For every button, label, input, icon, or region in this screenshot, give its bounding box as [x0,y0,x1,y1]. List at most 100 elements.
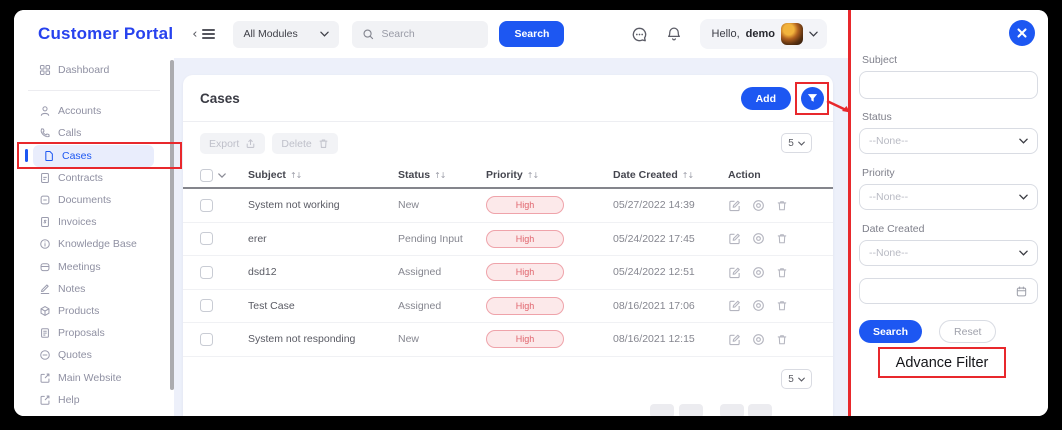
select-all-checkbox[interactable] [200,168,213,182]
filter-reset-button[interactable]: Reset [939,320,997,343]
edit-icon[interactable] [728,266,741,279]
delete-icon[interactable] [776,299,788,312]
delete-icon[interactable] [776,333,788,346]
app-logo[interactable]: Customer Portal [38,24,174,43]
table-row[interactable]: dsd12 Assigned High 05/24/2022 12:51 [183,256,833,290]
chevron-down-icon [797,377,805,382]
pagination-button[interactable] [748,404,772,416]
subject-label: Subject [862,54,898,66]
pagination-button[interactable] [650,404,674,416]
cell-subject: erer [248,232,267,245]
chevron-down-icon[interactable] [218,172,226,178]
sidebar-item-quotes[interactable]: Quotes [14,344,174,366]
table-row[interactable]: System not responding New High 08/16/202… [183,323,833,357]
close-button[interactable] [1009,20,1035,46]
minus-circle-icon [39,349,51,361]
sidebar-item-dashboard[interactable]: Dashboard [14,59,174,81]
row-checkbox[interactable] [200,232,213,246]
column-header-action: Action [728,169,761,181]
cell-subject: Test Case [248,299,295,312]
add-button[interactable]: Add [740,87,791,110]
date-created-select-value: --None-- [869,247,909,259]
sidebar-item-knowledge-base[interactable]: Knowledge Base [14,233,174,255]
sidebar-item-contracts[interactable]: Contracts [14,167,174,189]
sidebar-item-main-website[interactable]: Main Website [14,366,174,388]
table-row[interactable]: System not working New High 05/27/2022 1… [183,189,833,223]
accounts-icon [39,105,51,117]
export-button[interactable]: Export [200,133,266,154]
sidebar-item-products[interactable]: Products [14,300,174,322]
edit-icon[interactable] [728,299,741,312]
sidebar-collapse-button[interactable]: ‹ [192,28,216,41]
pagination-button[interactable] [720,404,744,416]
priority-badge: High [486,330,564,349]
row-checkbox[interactable] [200,198,213,212]
sidebar-item-meetings[interactable]: Meetings [14,256,174,278]
sidebar-item-cases[interactable]: Cases [17,142,182,170]
chevron-down-icon [320,31,330,37]
sidebar-item-documents[interactable]: Documents [14,189,174,211]
date-input[interactable] [859,278,1038,304]
cell-status: Assigned [398,266,442,279]
filter-button[interactable] [800,87,824,110]
filter-search-button[interactable]: Search [859,320,923,343]
messages-icon[interactable] [631,26,648,43]
pagination-button[interactable] [679,404,703,416]
delete-icon[interactable] [776,266,788,279]
trash-icon [319,139,328,148]
subject-input[interactable] [859,71,1038,99]
info-icon [39,238,51,250]
row-checkbox[interactable] [200,332,213,346]
edit-icon[interactable] [728,333,741,346]
view-icon[interactable] [752,266,765,279]
status-label: Status [862,111,892,123]
row-checkbox[interactable] [200,299,213,313]
sidebar-item-label: Contracts [58,171,103,184]
view-icon[interactable] [752,333,765,346]
sidebar-item-label: Help [58,393,80,406]
column-header-status[interactable]: Status ↑↓ [398,169,447,181]
export-button-label: Export [209,137,240,150]
status-select[interactable]: --None-- [859,128,1038,154]
sidebar-item-calls[interactable]: Calls [14,122,174,144]
sidebar-item-help[interactable]: Help [14,389,174,411]
edit-icon[interactable] [728,232,741,245]
module-select[interactable]: All Modules [233,20,340,48]
priority-badge: High [486,296,564,315]
sidebar-item-label: Proposals [58,327,105,340]
date-created-select[interactable]: --None-- [859,240,1038,266]
table-row[interactable]: Test Case Assigned High 08/16/2021 17:06 [183,290,833,323]
cell-subject: System not responding [248,333,356,346]
column-header-priority[interactable]: Priority ↑↓ [486,169,539,181]
view-icon[interactable] [752,199,765,212]
column-header-subject[interactable]: Subject ↑↓ [248,169,302,181]
page-size-select[interactable]: 5 [781,369,812,389]
sidebar-item-proposals[interactable]: Proposals [14,322,174,344]
sidebar-item-notes[interactable]: Notes [14,278,174,300]
user-menu[interactable]: Hello, demo [699,19,827,49]
view-icon[interactable] [752,232,765,245]
priority-select[interactable]: --None-- [859,184,1038,210]
view-icon[interactable] [752,299,765,312]
hamburger-icon [202,29,216,39]
chevron-down-icon [809,31,818,37]
phone-icon [39,127,51,139]
table-header-row: Subject ↑↓ Status ↑↓ Priority ↑↓ Date Creat… [183,163,833,189]
delete-icon[interactable] [776,232,788,245]
external-link-icon [39,394,51,406]
search-input[interactable] [381,28,479,40]
column-header-date-created[interactable]: Date Created ↑↓ [613,169,694,181]
search-button[interactable]: Search [499,21,565,47]
cell-date-created: 08/16/2021 17:06 [613,299,695,312]
sidebar-scrollbar[interactable] [170,60,174,390]
delete-button[interactable]: Delete [272,133,338,154]
table-row[interactable]: erer Pending Input High 05/24/2022 17:45 [183,223,833,256]
sidebar-item-invoices[interactable]: Invoices [14,211,174,233]
dashboard-icon [39,64,51,76]
row-checkbox[interactable] [200,265,213,279]
delete-icon[interactable] [776,199,788,212]
page-size-select[interactable]: 5 [781,133,812,153]
sidebar-item-accounts[interactable]: Accounts [14,100,174,122]
edit-icon[interactable] [728,199,741,212]
notifications-icon[interactable] [666,26,682,42]
